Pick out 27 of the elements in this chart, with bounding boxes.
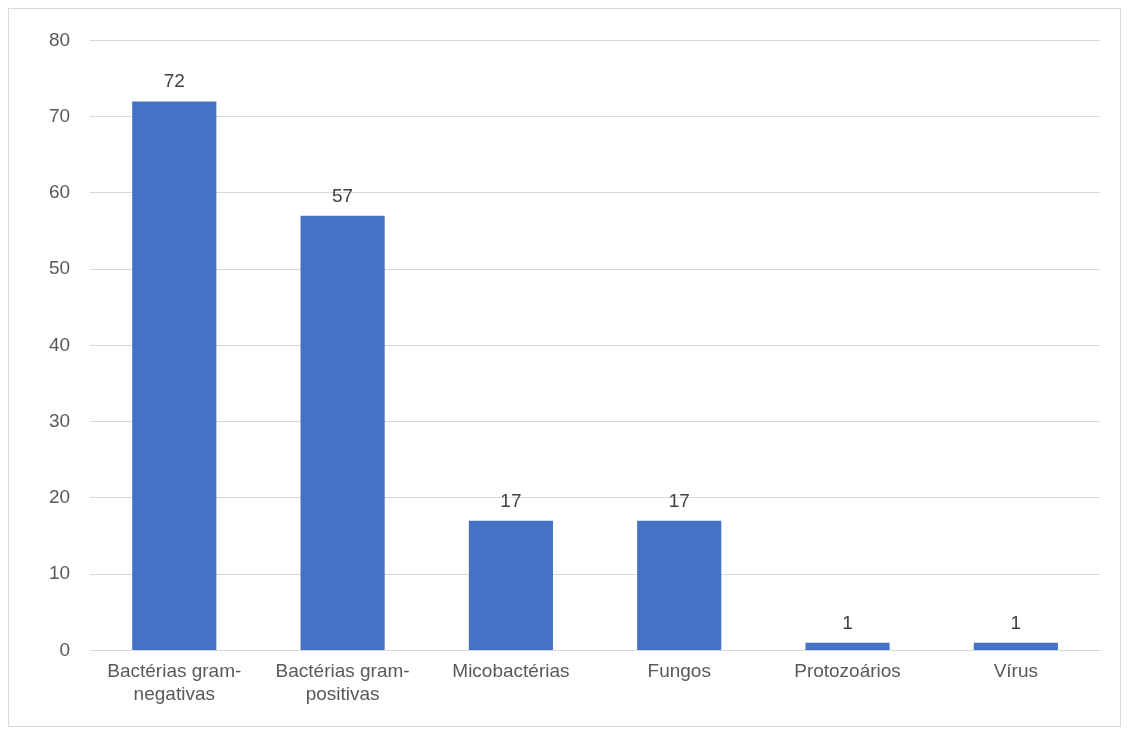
data-label: 57: [332, 184, 354, 206]
x-tick-label: Fungos: [647, 660, 711, 682]
x-tick-label: Protozoários: [794, 660, 901, 682]
y-tick-label: 0: [59, 638, 71, 660]
bar: [805, 642, 890, 650]
y-tick-label: 40: [48, 333, 71, 355]
x-tick-label: Vírus: [993, 660, 1039, 682]
y-tick-label: 50: [48, 257, 71, 279]
y-tick-label: 60: [48, 181, 71, 203]
data-label: 17: [500, 489, 522, 511]
y-tick-label: 80: [48, 28, 71, 50]
data-label: 17: [668, 489, 690, 511]
y-tick-label: 10: [48, 562, 71, 584]
bar: [973, 642, 1058, 650]
data-label: 1: [1010, 611, 1022, 633]
x-tick-label: Bactérias gram-negativas: [107, 660, 242, 704]
data-label: 1: [842, 611, 853, 633]
bar: [132, 101, 217, 650]
y-tick-label: 70: [48, 104, 71, 126]
bar: [468, 520, 553, 650]
y-tick-label: 30: [48, 409, 71, 431]
x-tick-label: Bactérias gram-positivas: [275, 660, 410, 704]
x-tick-label: Micobactérias: [452, 660, 570, 682]
y-tick-label: 20: [48, 486, 71, 508]
bar: [300, 215, 385, 650]
data-label: 72: [163, 70, 185, 92]
bar: [637, 520, 722, 650]
